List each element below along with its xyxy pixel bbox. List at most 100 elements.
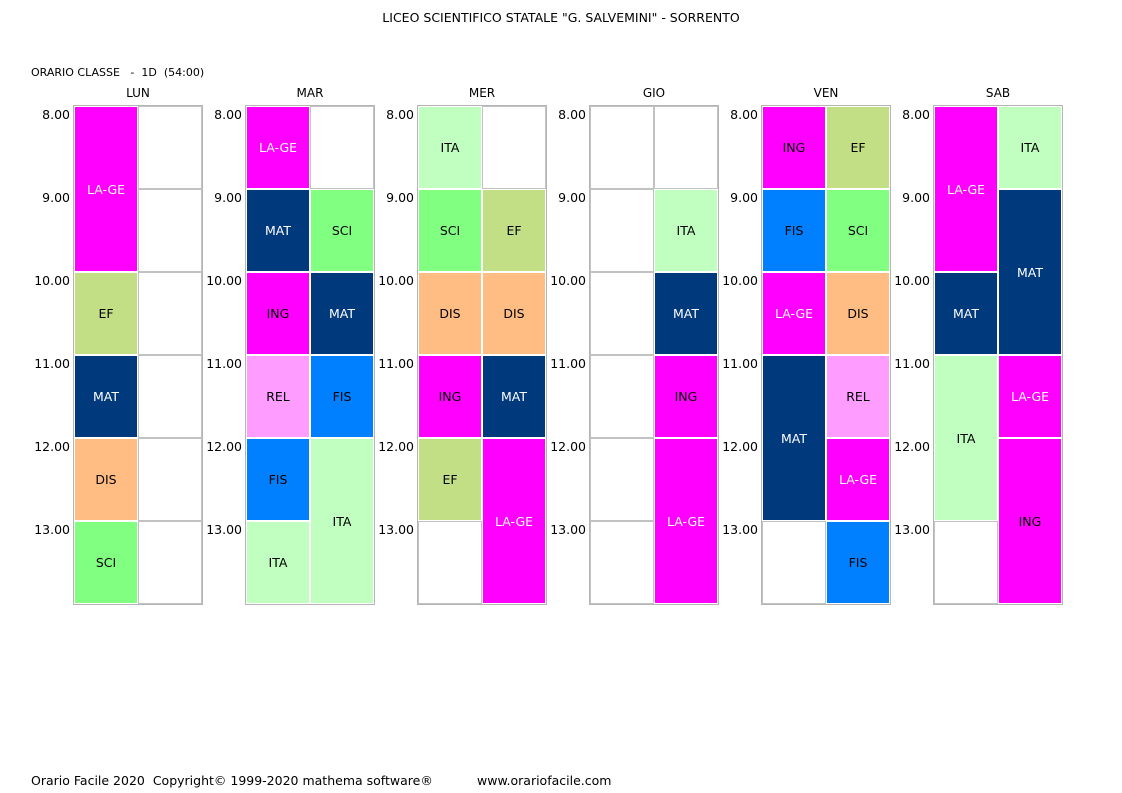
footer-copyright: Orario Facile 2020 Copyright© 1999-2020 …: [31, 773, 433, 788]
lesson-ef[interactable]: EF: [74, 272, 138, 355]
time-label: 10.00: [722, 273, 758, 288]
lesson-rel[interactable]: REL: [826, 355, 890, 438]
lesson-ef[interactable]: EF: [482, 189, 546, 272]
time-label: 12.00: [550, 439, 586, 454]
time-label: 9.00: [730, 190, 758, 205]
lesson-ing[interactable]: ING: [418, 355, 482, 438]
lesson-ita[interactable]: ITA: [310, 438, 374, 604]
lesson-mat[interactable]: MAT: [482, 355, 546, 438]
time-label: 11.00: [378, 356, 414, 371]
time-label: 11.00: [550, 356, 586, 371]
time-label: 13.00: [722, 522, 758, 537]
lesson-mat[interactable]: MAT: [934, 272, 998, 355]
lesson-ita[interactable]: ITA: [998, 106, 1062, 189]
lesson-ing[interactable]: ING: [654, 355, 718, 438]
empty-slot: [934, 521, 998, 604]
time-label: 11.00: [34, 356, 70, 371]
time-label: 10.00: [894, 273, 930, 288]
lesson-mat[interactable]: MAT: [998, 189, 1062, 355]
lesson-dis[interactable]: DIS: [418, 272, 482, 355]
empty-slot: [590, 355, 654, 438]
time-label: 13.00: [550, 522, 586, 537]
lesson-ita[interactable]: ITA: [654, 189, 718, 272]
day-grid-mer: ITA SCI EF DIS DIS ING MAT EF LA-GE: [417, 105, 547, 605]
lesson-sci[interactable]: SCI: [74, 521, 138, 604]
lesson-mat[interactable]: MAT: [74, 355, 138, 438]
lesson-ing[interactable]: ING: [762, 106, 826, 189]
lesson-rel[interactable]: REL: [246, 355, 310, 438]
time-label: 8.00: [214, 107, 242, 122]
empty-slot: [138, 355, 202, 438]
lesson-fis[interactable]: FIS: [246, 438, 310, 521]
lesson-fis[interactable]: FIS: [826, 521, 890, 604]
class-label: ORARIO CLASSE - 1D (54:00): [31, 66, 205, 79]
day-grid-ven: ING EF FIS SCI LA-GE DIS MAT REL LA-GE FIS: [761, 105, 891, 605]
lesson-ita[interactable]: ITA: [246, 521, 310, 604]
day-header-lun: LUN: [126, 86, 150, 100]
empty-slot: [590, 106, 654, 189]
lesson-ita[interactable]: ITA: [934, 355, 998, 521]
time-label: 9.00: [214, 190, 242, 205]
empty-slot: [138, 521, 202, 604]
time-label: 9.00: [902, 190, 930, 205]
day-header-mer: MER: [468, 86, 496, 100]
lesson-la-ge[interactable]: LA-GE: [998, 355, 1062, 438]
day-header-ven: VEN: [813, 86, 839, 100]
lesson-fis[interactable]: FIS: [762, 189, 826, 272]
day-header-sab: SAB: [985, 86, 1011, 100]
time-label: 8.00: [386, 107, 414, 122]
time-label: 9.00: [386, 190, 414, 205]
lesson-mat[interactable]: MAT: [654, 272, 718, 355]
lesson-ing[interactable]: ING: [246, 272, 310, 355]
empty-slot: [138, 189, 202, 272]
lesson-ing[interactable]: ING: [998, 438, 1062, 604]
day-grid-gio: ITA MAT ING LA-GE: [589, 105, 719, 605]
empty-slot: [590, 189, 654, 272]
lesson-la-ge[interactable]: LA-GE: [934, 106, 998, 272]
footer-url: www.orariofacile.com: [477, 773, 612, 788]
empty-slot: [138, 438, 202, 521]
lesson-la-ge[interactable]: LA-GE: [762, 272, 826, 355]
day-grid-mar: LA-GE MAT SCI ING MAT REL FIS FIS ITA ITA: [245, 105, 375, 605]
empty-slot: [590, 272, 654, 355]
time-label: 8.00: [730, 107, 758, 122]
empty-slot: [590, 521, 654, 604]
lesson-mat[interactable]: MAT: [762, 355, 826, 521]
time-label: 10.00: [206, 273, 242, 288]
time-label: 12.00: [722, 439, 758, 454]
time-label: 12.00: [34, 439, 70, 454]
time-label: 12.00: [894, 439, 930, 454]
lesson-ef[interactable]: EF: [418, 438, 482, 521]
lesson-sci[interactable]: SCI: [826, 189, 890, 272]
time-label: 8.00: [558, 107, 586, 122]
time-label: 13.00: [894, 522, 930, 537]
lesson-ita[interactable]: ITA: [418, 106, 482, 189]
day-header-mar: MAR: [296, 86, 324, 100]
time-label: 12.00: [378, 439, 414, 454]
lesson-la-ge[interactable]: LA-GE: [246, 106, 310, 189]
time-label: 11.00: [722, 356, 758, 371]
lesson-la-ge[interactable]: LA-GE: [826, 438, 890, 521]
lesson-dis[interactable]: DIS: [826, 272, 890, 355]
lesson-sci[interactable]: SCI: [310, 189, 374, 272]
lesson-la-ge[interactable]: LA-GE: [654, 438, 718, 604]
empty-slot: [590, 438, 654, 521]
time-label: 13.00: [34, 522, 70, 537]
time-label: 11.00: [206, 356, 242, 371]
lesson-ef[interactable]: EF: [826, 106, 890, 189]
lesson-mat[interactable]: MAT: [246, 189, 310, 272]
time-label: 13.00: [378, 522, 414, 537]
lesson-la-ge[interactable]: LA-GE: [482, 438, 546, 604]
lesson-sci[interactable]: SCI: [418, 189, 482, 272]
empty-slot: [138, 106, 202, 189]
time-label: 9.00: [42, 190, 70, 205]
lesson-dis[interactable]: DIS: [482, 272, 546, 355]
lesson-la-ge[interactable]: LA-GE: [74, 106, 138, 272]
lesson-mat[interactable]: MAT: [310, 272, 374, 355]
time-label: 9.00: [558, 190, 586, 205]
time-label: 12.00: [206, 439, 242, 454]
lesson-fis[interactable]: FIS: [310, 355, 374, 438]
time-label: 8.00: [902, 107, 930, 122]
lesson-dis[interactable]: DIS: [74, 438, 138, 521]
day-header-gio: GIO: [642, 86, 666, 100]
